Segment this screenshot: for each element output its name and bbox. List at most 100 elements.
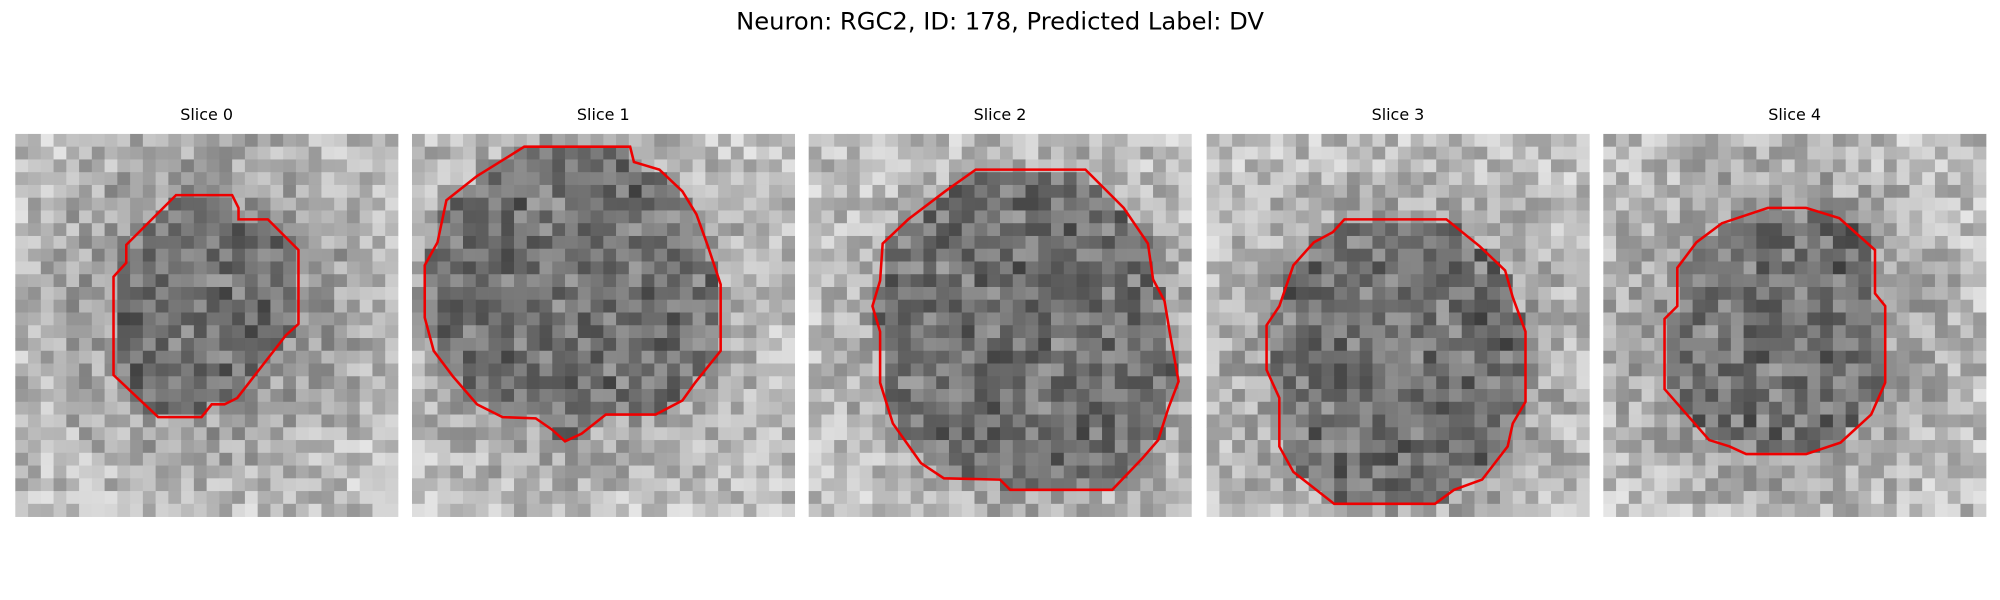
pixel [1667, 414, 1681, 428]
pixel [1820, 452, 1834, 466]
pixel [1769, 414, 1783, 428]
pixel [743, 452, 757, 466]
pixel [1922, 427, 1936, 441]
pixel [130, 338, 144, 352]
pixel [283, 312, 297, 326]
pixel [1461, 274, 1475, 288]
pixel [1705, 491, 1719, 505]
pixel [897, 184, 912, 199]
pixel [1089, 146, 1103, 160]
pixel [1667, 452, 1681, 466]
pixel [66, 414, 80, 428]
pixel [1346, 452, 1361, 466]
pixel [91, 401, 105, 415]
pixel [1500, 452, 1514, 466]
pixel [1743, 401, 1757, 415]
pixel [577, 325, 591, 339]
pixel [1538, 401, 1552, 415]
pixel [1896, 210, 1910, 224]
pixel [872, 465, 886, 479]
pixel [1794, 389, 1808, 403]
pixel [181, 172, 195, 186]
pixel [488, 184, 502, 199]
pixel [15, 363, 29, 377]
pixel [155, 363, 169, 377]
pixel [117, 312, 131, 326]
pixel [641, 223, 655, 237]
pixel [66, 452, 80, 466]
pixel [1973, 286, 1987, 301]
pixel [321, 133, 335, 148]
pixel [872, 478, 886, 492]
pixel [628, 440, 642, 454]
pixel [1165, 286, 1179, 301]
pixel [1525, 210, 1539, 224]
pixel [168, 248, 182, 262]
pixel [1076, 440, 1090, 454]
pixel [346, 389, 361, 403]
pixel [705, 159, 719, 173]
pixel [628, 363, 642, 377]
pixel [424, 312, 438, 326]
pixel [769, 503, 783, 517]
pixel [257, 184, 271, 199]
pixel [155, 401, 169, 415]
pixel [475, 350, 489, 364]
pixel [1525, 261, 1539, 275]
pixel [781, 427, 796, 441]
pixel [15, 401, 29, 415]
pixel [283, 286, 297, 301]
pixel [1896, 274, 1910, 288]
pixel [974, 427, 988, 441]
pixel [974, 325, 988, 339]
pixel [15, 210, 29, 224]
pixel [1883, 197, 1898, 211]
pixel [385, 401, 399, 415]
pixel [552, 274, 566, 288]
pixel [961, 159, 975, 173]
pixel [616, 274, 630, 288]
pixel [1257, 172, 1271, 186]
pixel [730, 248, 745, 262]
pixel [232, 491, 246, 505]
pixel [1705, 159, 1719, 173]
pixel [1973, 184, 1987, 199]
pixel [1448, 312, 1463, 326]
pixel [1114, 172, 1128, 186]
pixel [1563, 146, 1577, 160]
pixel [1178, 286, 1192, 301]
pixel [667, 389, 681, 403]
pixel [1448, 440, 1463, 454]
pixel [53, 299, 67, 313]
pixel [1295, 325, 1310, 339]
pixel [130, 440, 144, 454]
pixel [424, 299, 438, 313]
pixel [961, 312, 975, 326]
pixel [1858, 248, 1872, 262]
pixel [1679, 427, 1693, 441]
pixel [1076, 312, 1090, 326]
pixel [463, 401, 477, 415]
pixel [705, 184, 719, 199]
pixel [565, 478, 579, 492]
pixel [834, 248, 848, 262]
pixel [1359, 325, 1373, 339]
pixel [1922, 414, 1936, 428]
pixel [1025, 172, 1039, 186]
pixel [130, 172, 144, 186]
pixel [117, 427, 131, 441]
pixel [1730, 146, 1745, 160]
pixel [40, 440, 54, 454]
pixel [577, 223, 591, 237]
pixel [270, 350, 284, 364]
pixel [948, 261, 963, 275]
pixel [1794, 363, 1808, 377]
pixel [346, 172, 361, 186]
pixel [526, 376, 540, 390]
pixel [168, 274, 182, 288]
pixel [1641, 261, 1655, 275]
pixel [1781, 286, 1796, 301]
pixel [910, 286, 924, 301]
pixel [1576, 261, 1590, 275]
pixel [846, 261, 861, 275]
